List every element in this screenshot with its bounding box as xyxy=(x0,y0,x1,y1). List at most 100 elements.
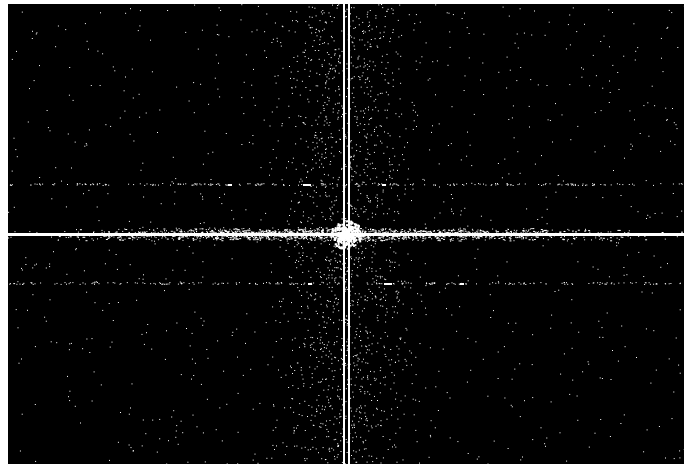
speckle-dot xyxy=(145,231,146,233)
speckle-dot xyxy=(312,45,314,47)
speckle-dot xyxy=(364,230,366,232)
speckle-dot xyxy=(517,184,519,186)
speckle-dot xyxy=(131,229,133,231)
speckle-dot xyxy=(385,228,387,229)
speckle-dot xyxy=(320,11,322,13)
speckle-dot xyxy=(647,102,649,104)
speckle-dot xyxy=(354,355,356,356)
speckle-dot xyxy=(346,319,348,321)
speckle-dot xyxy=(351,36,353,38)
speckle-dot xyxy=(336,267,338,269)
speckle-dot xyxy=(307,416,308,417)
speckle-dot xyxy=(137,30,139,32)
speckle-dot xyxy=(396,235,399,237)
speckle-dot xyxy=(373,151,375,153)
speckle-dot xyxy=(472,229,474,231)
speckle-dot xyxy=(164,283,166,285)
speckle-dot xyxy=(35,33,37,35)
speckle-dot xyxy=(322,94,324,96)
speckle-dot xyxy=(466,283,467,285)
speckle-dot xyxy=(658,426,660,427)
speckle-dot xyxy=(361,237,363,239)
speckle-dot xyxy=(75,249,77,251)
speckle-dot xyxy=(399,98,401,100)
speckle-dot xyxy=(381,410,383,412)
speckle-dot xyxy=(272,429,274,431)
speckle-dot xyxy=(124,110,126,112)
speckle-dot xyxy=(599,238,601,240)
speckle-dot xyxy=(457,230,459,232)
speckle-dot xyxy=(193,184,195,186)
speckle-dot xyxy=(311,6,313,8)
speckle-dot xyxy=(94,281,96,283)
speckle-dot xyxy=(399,136,401,138)
speckle-dot xyxy=(290,208,292,210)
speckle-dot xyxy=(311,414,313,416)
speckle-dot xyxy=(383,410,385,412)
speckle-dot xyxy=(303,231,305,233)
speckle-dot xyxy=(325,259,327,261)
speckle-dot xyxy=(352,233,355,236)
speckle-dot xyxy=(289,215,290,216)
speckle-dot xyxy=(322,378,324,380)
speckle-dot xyxy=(609,237,612,239)
speckle-dot xyxy=(393,231,395,233)
speckle-dot xyxy=(75,248,77,250)
speckle-dot xyxy=(450,143,452,145)
speckle-dot xyxy=(191,332,193,334)
speckle-dot xyxy=(342,127,344,129)
speckle-dot xyxy=(368,231,370,233)
speckle-dot xyxy=(396,290,398,292)
speckle-dot xyxy=(389,270,391,272)
speckle-dot xyxy=(305,228,307,230)
speckle-dot xyxy=(350,108,351,110)
speckle-dot xyxy=(85,143,87,145)
speckle-dot xyxy=(464,207,466,209)
speckle-dot xyxy=(506,261,508,263)
speckle-dot xyxy=(352,230,355,233)
speckle-dot xyxy=(384,332,386,333)
speckle-dot xyxy=(201,29,203,31)
speckle-dot xyxy=(126,282,128,284)
speckle-dot xyxy=(25,257,27,259)
speckle-dot xyxy=(76,183,78,185)
speckle-dot xyxy=(341,168,343,170)
speckle-dot xyxy=(338,229,341,231)
speckle-dot xyxy=(282,67,284,69)
speckle-dot xyxy=(347,270,349,272)
speckle-dot xyxy=(368,455,370,457)
speckle-dot xyxy=(422,178,424,180)
speckle-dot xyxy=(316,142,318,144)
speckle-dot xyxy=(357,229,360,231)
speckle-dot xyxy=(618,282,620,284)
speckle-dot xyxy=(608,276,610,278)
speckle-dot xyxy=(326,256,328,258)
speckle-dot xyxy=(526,208,528,210)
speckle-dot xyxy=(100,237,102,238)
speckle-dot xyxy=(419,62,421,64)
speckle-dot xyxy=(289,277,291,278)
speckle-dot xyxy=(366,13,368,15)
speckle-dot xyxy=(247,238,249,240)
speckle-dot xyxy=(207,153,209,155)
speckle-dot xyxy=(465,283,467,285)
speckle-dot xyxy=(274,230,276,232)
speckle-dot xyxy=(133,140,135,142)
speckle-dot xyxy=(594,432,596,434)
speckle-dot xyxy=(346,350,348,351)
speckle-dot xyxy=(360,193,362,195)
speckle-dot xyxy=(157,132,158,133)
speckle-dot xyxy=(421,300,423,302)
speckle-dot xyxy=(434,427,436,429)
speckle-dot xyxy=(385,91,387,93)
speckle-dot xyxy=(462,184,464,185)
speckle-dot xyxy=(342,234,345,236)
speckle-dot xyxy=(495,231,497,233)
speckle-dot xyxy=(545,183,547,184)
speckle-dot xyxy=(341,105,343,107)
speckle-dot xyxy=(336,418,338,420)
speckle-dot xyxy=(565,48,567,50)
speckle-dot xyxy=(592,185,594,186)
speckle-dot xyxy=(367,166,369,168)
speckle-dot xyxy=(320,277,322,278)
